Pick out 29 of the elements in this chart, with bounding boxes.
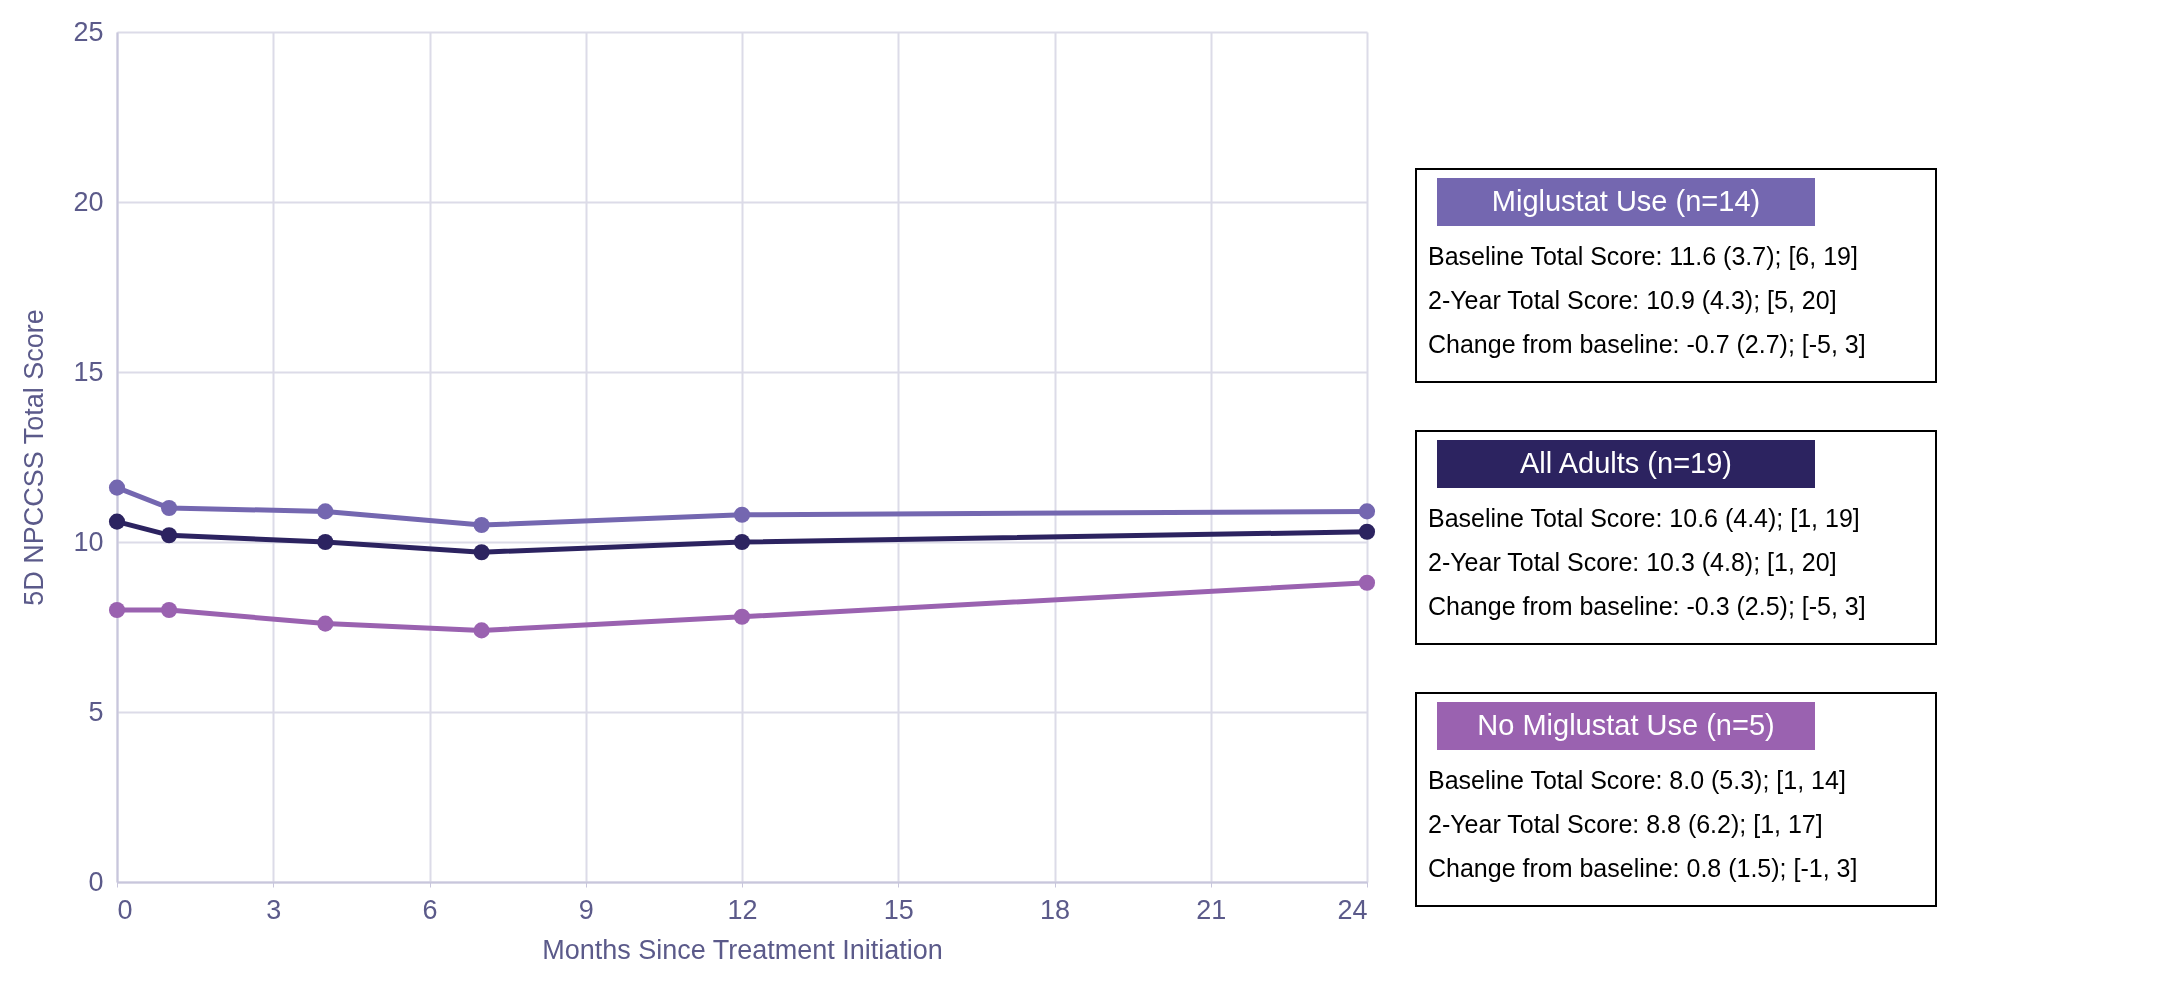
x-tick-label: 12 bbox=[727, 894, 758, 925]
text: No Miglustat Use (n=5) bbox=[1477, 709, 1775, 741]
text: 2-Year Total Score: 8.8 (6.2); [1, 17] bbox=[1428, 810, 1823, 838]
y-tick-label: 5 bbox=[88, 696, 104, 727]
y-axis-title: 5D NPCCSS Total Score bbox=[19, 309, 50, 606]
x-axis-title: Months Since Treatment Initiation bbox=[542, 934, 943, 965]
y-tick-label: 10 bbox=[73, 526, 104, 557]
y-tick-label: 15 bbox=[73, 356, 104, 387]
x-tick-label: 24 bbox=[1337, 894, 1368, 925]
text: Change from baseline: -0.3 (2.5); [-5, 3] bbox=[1428, 592, 1866, 620]
text: Change from baseline: 0.8 (1.5); [-1, 3] bbox=[1428, 854, 1858, 882]
x-tick-label: 9 bbox=[578, 894, 594, 925]
x-tick-label: 3 bbox=[266, 894, 282, 925]
text: Baseline Total Score: 10.6 (4.4); [1, 19] bbox=[1428, 504, 1860, 532]
y-tick-label: 25 bbox=[73, 16, 104, 47]
y-tick-label: 0 bbox=[88, 866, 104, 897]
text: Baseline Total Score: 11.6 (3.7); [6, 19] bbox=[1428, 242, 1858, 270]
text: Change from baseline: -0.7 (2.7); [-5, 3] bbox=[1428, 330, 1866, 358]
text: 2-Year Total Score: 10.9 (4.3); [5, 20] bbox=[1428, 286, 1837, 314]
text: 2-Year Total Score: 10.3 (4.8); [1, 20] bbox=[1428, 548, 1837, 576]
x-tick-label: 0 bbox=[117, 894, 133, 925]
text: Miglustat Use (n=14) bbox=[1491, 185, 1761, 217]
x-tick-label: 21 bbox=[1196, 894, 1227, 925]
x-tick-label: 15 bbox=[883, 894, 914, 925]
x-tick-label: 6 bbox=[422, 894, 438, 925]
text: Baseline Total Score: 8.0 (5.3); [1, 14] bbox=[1428, 766, 1846, 794]
y-tick-label: 20 bbox=[73, 186, 104, 217]
text: All Adults (n=19) bbox=[1520, 447, 1732, 479]
x-tick-label: 18 bbox=[1039, 894, 1071, 925]
